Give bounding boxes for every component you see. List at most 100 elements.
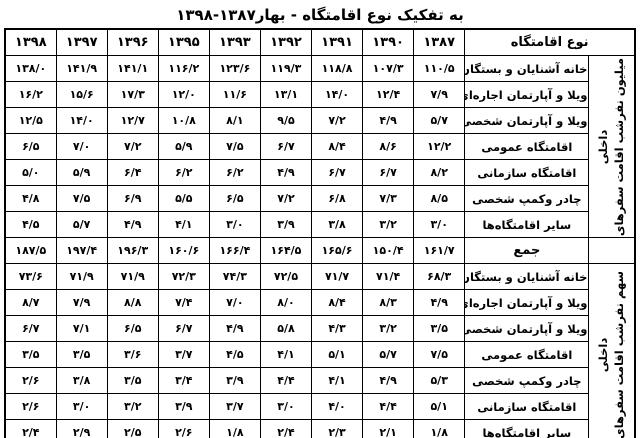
value-cell: ۴/۳ — [310, 315, 364, 342]
value-cell: ۲/۹ — [55, 419, 108, 438]
value-cell: ۳/۹ — [208, 367, 261, 394]
value-cell: ۳/۲ — [362, 211, 415, 238]
year-header-1392: ۱۳۹۲ — [259, 28, 313, 56]
section-share-side-cell: سهم نفرشب اقامت سفرهای داخلی — [588, 263, 636, 438]
year-header-1398: ۱۳۹۸ — [4, 28, 57, 56]
value-cell: ۵/۱ — [310, 341, 364, 368]
value-cell: ۷/۵ — [413, 341, 466, 368]
row-label: سایر اقامتگاه‌ها — [464, 211, 590, 238]
value-cell: ۱۶۵/۶ — [310, 237, 364, 264]
value-cell: ۵/۳ — [413, 367, 466, 394]
value-cell: ۸/۵ — [413, 185, 466, 212]
value-cell: ۸/۰ — [259, 289, 313, 316]
value-cell: ۷/۵ — [208, 133, 261, 160]
year-header-1397: ۱۳۹۷ — [55, 28, 108, 56]
row-label: ویلا و آپارتمان اجاره‌ای — [464, 289, 590, 316]
table-row: ویلا و آپارتمان شخصی ۵/۷ ۴/۹ ۷/۲ ۹/۵ ۸/۱… — [4, 107, 635, 134]
value-cell: ۱۹۶/۳ — [106, 237, 159, 264]
value-cell: ۶/۴ — [106, 159, 159, 186]
value-cell: ۲/۱ — [362, 419, 415, 438]
value-cell: ۱/۸ — [208, 419, 261, 438]
value-cell: ۷/۲ — [310, 107, 364, 134]
year-header-1393: ۱۳۹۳ — [208, 28, 261, 56]
row-label: خانه آشنایان و بستگان — [464, 263, 590, 290]
value-cell: ۱۳/۱ — [259, 81, 313, 108]
value-cell: ۴/۴ — [259, 367, 313, 394]
table-row: میلیون نفرشب اقامت سفرهای داخلی خانه آشن… — [4, 55, 636, 238]
table-row: سایر اقامتگاه‌ها ۳/۰ ۳/۲ ۳/۸ ۳/۹ ۳/۰ ۴/۱… — [4, 211, 635, 238]
value-cell: ۴/۹ — [362, 107, 415, 134]
value-cell: ۲/۶ — [4, 367, 57, 394]
value-cell: ۱۴/۰ — [55, 107, 108, 134]
value-cell: ۶/۲ — [208, 159, 261, 186]
value-cell: ۳/۰ — [208, 211, 261, 238]
value-cell: ۸/۸ — [106, 289, 159, 316]
value-cell: ۷۱/۹ — [106, 263, 159, 290]
total-side-cell — [588, 237, 636, 264]
value-cell: ۶/۵ — [4, 133, 57, 160]
value-cell: ۵/۷ — [55, 211, 108, 238]
value-cell: ۳/۰ — [55, 393, 108, 420]
value-cell: ۷۲/۵ — [259, 263, 313, 290]
value-cell: ۱۱۹/۳ — [259, 55, 313, 82]
value-cell: ۱/۸ — [413, 419, 466, 438]
value-cell: ۳/۵ — [413, 315, 466, 342]
value-cell: ۱۶/۲ — [4, 81, 57, 108]
value-cell: ۴/۴ — [362, 393, 415, 420]
value-cell: ۷۱/۴ — [362, 263, 415, 290]
total-row: جمع ۱۶۱/۷ ۱۵۰/۴ ۱۶۵/۶ ۱۶۴/۵ ۱۶۶/۴ ۱۶۰/۶ … — [4, 237, 636, 264]
table-row: اقامتگاه سازمانی ۸/۲ ۶/۷ ۶/۷ ۴/۹ ۶/۲ ۶/۲… — [4, 159, 635, 186]
value-cell: ۶/۵ — [106, 315, 159, 342]
value-cell: ۴/۹ — [413, 289, 466, 316]
year-header-1391: ۱۳۹۱ — [310, 28, 364, 56]
value-cell: ۳/۸ — [310, 211, 364, 238]
value-cell: ۴/۱ — [157, 211, 210, 238]
value-cell: ۱۲/۰ — [157, 81, 210, 108]
value-cell: ۲/۴ — [259, 419, 313, 438]
value-cell: ۸/۷ — [4, 289, 57, 316]
value-cell: ۴/۹ — [362, 367, 415, 394]
value-cell: ۱۴۱/۹ — [55, 55, 108, 82]
row-label: اقامتگاه سازمانی — [464, 393, 590, 420]
value-cell: ۳/۹ — [259, 211, 313, 238]
value-cell: ۶/۷ — [157, 315, 210, 342]
value-cell: ۱۹۷/۴ — [55, 237, 108, 264]
page-title: به تفکیک نوع اقامتگاه - بهار۱۳۸۷-۱۳۹۸ — [176, 6, 464, 24]
table-row: اقامتگاه عمومی ۷/۵ ۵/۷ ۵/۱ ۴/۱ ۴/۵ ۳/۷ ۳… — [4, 341, 635, 368]
table-row: سهم نفرشب اقامت سفرهای داخلی خانه آشنایا… — [4, 263, 636, 438]
row-label: ویلا و آپارتمان شخصی — [464, 107, 590, 134]
value-cell: ۹/۵ — [259, 107, 313, 134]
value-cell: ۵/۹ — [157, 133, 210, 160]
value-cell: ۷/۲ — [259, 185, 313, 212]
section-share-side-label-line1: سهم نفرشب اقامت سفرهای — [611, 270, 626, 438]
value-cell: ۲/۳ — [310, 419, 364, 438]
row-label: سایر اقامتگاه‌ها — [464, 419, 590, 438]
value-cell: ۷/۲ — [106, 133, 159, 160]
table-row: اقامتگاه سازمانی ۵/۱ ۴/۴ ۴/۰ ۳/۰ ۳/۷ ۳/۹… — [4, 393, 635, 420]
value-cell: ۴/۹ — [106, 211, 159, 238]
row-label: چادر وکمپ شخصی — [464, 185, 590, 212]
table-row: ویلا و آپارتمان شخصی ۳/۵ ۳/۲ ۴/۳ ۵/۸ ۴/۹… — [4, 315, 635, 342]
value-cell: ۱۶۰/۶ — [157, 237, 210, 264]
value-cell: ۸/۴ — [310, 289, 364, 316]
value-cell: ۷/۱ — [55, 315, 108, 342]
value-cell: ۶/۸ — [310, 185, 364, 212]
year-header-1395: ۱۳۹۵ — [157, 28, 210, 56]
table-row: اقامتگاه عمومی ۱۲/۲ ۸/۶ ۸/۴ ۶/۷ ۷/۵ ۵/۹ … — [4, 133, 635, 160]
value-cell: ۳/۲ — [106, 393, 159, 420]
accommodation-table: نوع اقامتگاه ۱۳۸۷ ۱۳۹۰ ۱۳۹۱ ۱۳۹۲ ۱۳۹۳ ۱۳… — [4, 28, 636, 438]
value-cell: ۱۶۴/۵ — [259, 237, 313, 264]
value-cell: ۲/۵ — [106, 419, 159, 438]
value-cell: ۷/۳ — [362, 185, 415, 212]
value-cell: ۱۵۰/۴ — [362, 237, 415, 264]
value-cell: ۱۱۶/۲ — [157, 55, 210, 82]
row-label: ویلا و آپارتمان شخصی — [464, 315, 590, 342]
value-cell: ۵/۱ — [413, 393, 466, 420]
value-cell: ۶۸/۳ — [413, 263, 466, 290]
section-million-side-cell: میلیون نفرشب اقامت سفرهای داخلی — [588, 55, 636, 238]
value-cell: ۸/۶ — [362, 133, 415, 160]
value-cell: ۷/۴ — [157, 289, 210, 316]
value-cell: ۱۶۶/۴ — [208, 237, 261, 264]
value-cell: ۳/۲ — [362, 315, 415, 342]
